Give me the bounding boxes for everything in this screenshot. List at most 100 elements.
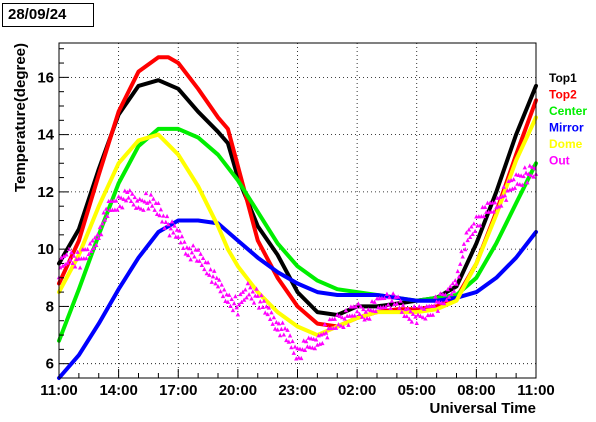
out-point	[195, 247, 201, 252]
out-point	[388, 305, 393, 310]
out-point	[255, 293, 260, 298]
out-point	[89, 248, 94, 254]
date-label: 28/09/24	[2, 3, 94, 27]
out-point	[274, 319, 279, 325]
out-point	[400, 302, 406, 307]
out-point	[467, 234, 473, 240]
out-point	[434, 299, 439, 304]
out-point	[212, 268, 217, 273]
out-point	[465, 237, 470, 243]
out-point	[458, 261, 463, 266]
out-point	[281, 332, 287, 337]
out-point	[299, 355, 304, 361]
out-point	[172, 223, 177, 228]
out-point	[223, 298, 228, 303]
out-point	[168, 226, 173, 231]
out-point	[471, 221, 477, 226]
x-tick-label: 11:00	[517, 382, 555, 399]
out-point	[431, 303, 437, 308]
out-point	[137, 196, 142, 201]
out-point	[410, 311, 416, 316]
out-point	[184, 245, 190, 250]
out-point	[481, 213, 487, 219]
out-point	[205, 260, 211, 265]
x-tick-label: 08:00	[457, 382, 495, 399]
out-point	[530, 164, 535, 169]
out-point	[440, 291, 446, 296]
out-point	[161, 213, 166, 218]
out-point	[307, 344, 313, 350]
out-point	[181, 245, 186, 251]
out-point	[245, 281, 251, 286]
out-point	[64, 252, 69, 257]
out-point	[99, 232, 104, 237]
out-point	[439, 300, 444, 305]
out-point	[297, 346, 303, 351]
out-point	[248, 285, 253, 290]
out-point	[200, 255, 206, 261]
out-point	[156, 200, 161, 206]
out-point	[531, 174, 536, 179]
out-point	[146, 206, 151, 211]
out-point	[72, 264, 78, 269]
out-point	[254, 286, 259, 291]
out-point	[340, 315, 345, 320]
out-point	[185, 252, 191, 258]
out-point	[102, 217, 108, 222]
out-point	[325, 335, 330, 340]
out-point	[472, 228, 478, 234]
x-tick-label: 05:00	[398, 382, 436, 399]
out-point	[438, 291, 443, 296]
out-point	[451, 288, 457, 293]
out-point	[303, 339, 309, 344]
out-point	[385, 302, 391, 307]
out-point	[178, 240, 183, 245]
out-point	[63, 262, 68, 267]
out-point	[517, 182, 523, 187]
legend: Top1 Top2 Center Mirror Dome Out	[549, 71, 587, 168]
legend-entry-top1: Top1	[549, 71, 577, 85]
out-point	[230, 307, 236, 313]
out-point	[518, 173, 524, 178]
out-point	[446, 294, 452, 299]
out-point	[198, 251, 203, 256]
out-point	[236, 302, 242, 307]
out-point	[142, 199, 147, 204]
out-point	[346, 322, 351, 327]
out-point	[84, 255, 89, 261]
out-point	[418, 313, 423, 318]
out-point	[454, 281, 459, 286]
out-point	[422, 306, 427, 311]
out-point	[235, 312, 241, 317]
out-point	[308, 336, 314, 341]
out-point	[143, 190, 149, 196]
out-point	[249, 296, 254, 301]
out-point	[280, 320, 285, 325]
out-point	[197, 258, 202, 263]
out-point	[214, 275, 219, 280]
out-point	[394, 301, 400, 306]
out-point	[86, 251, 92, 257]
out-point	[136, 205, 141, 210]
out-point	[323, 330, 329, 335]
out-point	[166, 222, 171, 227]
out-point	[368, 307, 373, 312]
out-point	[456, 274, 462, 279]
out-point	[259, 292, 264, 298]
out-point	[101, 210, 106, 215]
out-point	[306, 335, 311, 340]
out-point	[174, 227, 180, 232]
out-point	[105, 213, 110, 218]
out-point	[332, 316, 337, 321]
out-point	[258, 299, 263, 304]
out-point	[138, 206, 144, 211]
out-point	[130, 191, 135, 196]
out-point	[525, 180, 530, 185]
out-point	[75, 249, 80, 254]
out-point	[182, 239, 187, 244]
out-point	[115, 207, 120, 212]
out-point	[466, 227, 472, 232]
out-point	[199, 262, 205, 267]
out-point	[285, 327, 290, 332]
out-point	[92, 235, 98, 240]
